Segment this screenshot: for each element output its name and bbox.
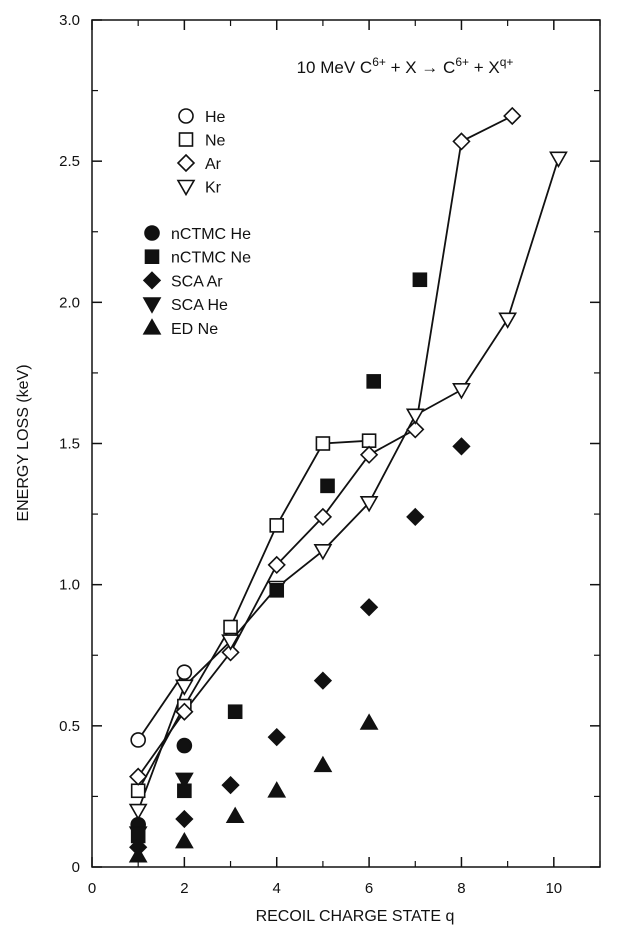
series-lines — [137, 115, 560, 811]
point-sca-ar — [359, 598, 379, 617]
point-sca-ar — [267, 727, 286, 747]
data-points — [128, 106, 568, 863]
point-ar — [129, 767, 148, 786]
legend-marker-ed-ne — [142, 318, 162, 335]
y-tick-label: 2.0 — [59, 294, 80, 311]
point-kr — [405, 408, 425, 425]
axes: 0 2 4 6 8 10 0 0.5 1.0 1.5 2.0 2.5 3.0 — [59, 12, 601, 897]
chart-title: 10 MeV C6+ + X → C6+ + Xq+ — [297, 55, 514, 77]
point-kr — [549, 151, 568, 168]
legend-marker-kr — [176, 179, 196, 197]
point-ne — [223, 619, 238, 635]
series-line-ne — [137, 439, 370, 792]
point-nctmc-ne — [412, 272, 428, 288]
point-ar — [221, 643, 240, 662]
x-tick-label: 2 — [180, 880, 188, 897]
y-tick-label: 1.5 — [59, 436, 80, 453]
point-ne — [315, 436, 331, 451]
point-nctmc-ne — [366, 374, 382, 389]
legend-label-sca-ar: SCA Ar — [171, 273, 223, 290]
point-he — [130, 732, 146, 748]
point-nctmc-ne — [320, 478, 335, 494]
point-ed-ne — [313, 755, 333, 773]
point-ne — [269, 518, 285, 533]
point-sca-ar — [406, 507, 425, 527]
x-tick-label: 10 — [545, 880, 562, 897]
point-sca-ar — [221, 775, 240, 795]
y-tick-label: 1.0 — [59, 577, 80, 594]
point-sca-ar — [313, 671, 333, 690]
y-tick-label: 3.0 — [59, 12, 80, 29]
legend-label-ne: Ne — [205, 133, 226, 150]
point-kr — [174, 679, 194, 696]
point-ar — [503, 106, 522, 126]
legend-marker-ne — [178, 132, 194, 147]
point-ed-ne — [225, 806, 245, 823]
point-nctmc-ne — [269, 583, 285, 598]
y-tick-label: 0 — [72, 859, 80, 876]
x-tick-label: 6 — [365, 880, 373, 897]
point-ne — [130, 783, 146, 799]
legend-label-sca-he: SCA He — [171, 297, 228, 314]
legend-marker-sca-he — [142, 297, 162, 314]
point-he — [176, 664, 193, 680]
point-sca-he — [128, 826, 148, 843]
point-kr — [498, 312, 518, 329]
point-ed-ne — [359, 713, 379, 730]
series-line-kr — [137, 158, 560, 811]
point-kr — [359, 495, 379, 513]
point-ar — [406, 420, 425, 439]
point-nctmc-he — [176, 737, 193, 754]
legend-marker-sca-ar — [142, 271, 162, 290]
point-ar — [313, 507, 333, 527]
y-tick-label: 0.5 — [59, 718, 80, 735]
legend-label-nctmc-ne: nCTMC Ne — [171, 250, 251, 267]
x-tick-label: 8 — [457, 880, 465, 897]
legend-label-ar: Ar — [205, 156, 222, 173]
point-kr — [313, 543, 333, 561]
y-axis-label: ENERGY LOSS (keV) — [15, 364, 32, 521]
legend-marker-ar — [176, 153, 196, 173]
point-ne — [361, 433, 377, 448]
point-ar — [359, 445, 379, 464]
point-ed-ne — [128, 846, 148, 863]
point-nctmc-ne — [227, 704, 243, 720]
legend-label-he: He — [205, 109, 226, 126]
point-sca-ar — [452, 437, 471, 456]
point-ar — [267, 555, 286, 575]
legend-label-nctmc-he: nCTMC He — [171, 226, 251, 243]
legend-marker-nctmc-ne — [144, 249, 160, 264]
legend-label-kr: Kr — [205, 180, 222, 197]
series-line-he — [137, 671, 186, 741]
y-tick-label: 2.5 — [59, 153, 80, 170]
point-ar — [175, 702, 194, 721]
point-kr — [452, 383, 471, 400]
point-sca-he — [174, 772, 194, 790]
point-ed-ne — [267, 781, 287, 798]
x-tick-label: 4 — [273, 880, 281, 897]
point-ar — [452, 132, 471, 151]
point-sca-ar — [175, 809, 194, 829]
legend-label-ed-ne: ED Ne — [171, 321, 218, 338]
point-ed-ne — [174, 831, 194, 849]
legend: He Ne Ar Kr nCTMC He nCTMC Ne SCA Ar SCA He ED N… — [142, 108, 251, 338]
legend-marker-he — [178, 108, 194, 124]
point-kr — [128, 803, 148, 821]
legend-marker-nctmc-he — [144, 225, 160, 241]
x-axis-label: RECOIL CHARGE STATE q — [256, 908, 455, 925]
plot-frame — [91, 19, 601, 868]
point-kr — [221, 634, 240, 651]
x-tick-label: 0 — [88, 880, 96, 897]
